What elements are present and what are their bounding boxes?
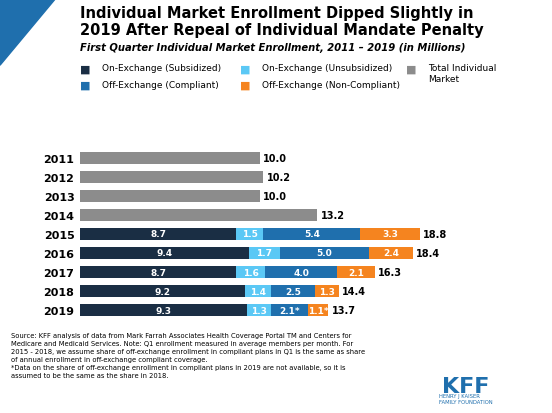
Bar — [80, 229, 236, 240]
Text: 1.5: 1.5 — [242, 230, 258, 239]
Text: 10.0: 10.0 — [263, 191, 288, 202]
Text: 5.0: 5.0 — [317, 249, 332, 258]
Text: ■: ■ — [240, 64, 251, 74]
Text: 1.7: 1.7 — [256, 249, 272, 258]
Text: KFF: KFF — [442, 376, 489, 396]
Text: Source: KFF analysis of data from Mark Farrah Associates Health Coverage Portal : Source: KFF analysis of data from Mark F… — [11, 332, 365, 378]
Bar — [247, 305, 270, 316]
Text: 16.3: 16.3 — [378, 267, 402, 278]
Bar — [265, 267, 337, 278]
Bar — [360, 229, 420, 240]
Text: 9.4: 9.4 — [156, 249, 173, 258]
Text: Total Individual
Market: Total Individual Market — [428, 64, 496, 83]
Bar — [316, 286, 339, 297]
Bar — [279, 248, 369, 259]
Text: 1.4: 1.4 — [250, 287, 266, 296]
Bar — [80, 153, 260, 164]
Text: ■: ■ — [406, 64, 416, 74]
Text: Off-Exchange (Compliant): Off-Exchange (Compliant) — [102, 81, 219, 90]
Text: 2019 After Repeal of Individual Mandate Penalty: 2019 After Repeal of Individual Mandate … — [80, 23, 484, 38]
Text: 3.3: 3.3 — [382, 230, 398, 239]
Text: Off-Exchange (Non-Compliant): Off-Exchange (Non-Compliant) — [262, 81, 400, 90]
Text: 13.2: 13.2 — [321, 210, 345, 221]
Text: ■: ■ — [80, 81, 91, 90]
Text: 1.3: 1.3 — [319, 287, 335, 296]
Text: 2.5: 2.5 — [285, 287, 301, 296]
Bar — [80, 248, 249, 259]
Text: 4.0: 4.0 — [293, 268, 309, 277]
Bar — [80, 210, 317, 221]
Bar — [80, 191, 260, 202]
Text: 10.0: 10.0 — [263, 153, 288, 164]
Text: 8.7: 8.7 — [150, 230, 166, 239]
Text: First Quarter Individual Market Enrollment, 2011 – 2019 (in Millions): First Quarter Individual Market Enrollme… — [80, 43, 465, 53]
Text: Individual Market Enrollment Dipped Slightly in: Individual Market Enrollment Dipped Slig… — [80, 6, 474, 21]
Bar — [236, 267, 265, 278]
Bar — [80, 267, 236, 278]
Bar — [270, 286, 316, 297]
Bar — [80, 305, 247, 316]
Text: On-Exchange (Unsubsidized): On-Exchange (Unsubsidized) — [262, 64, 392, 73]
Text: 1.1*: 1.1* — [308, 306, 328, 315]
Bar — [369, 248, 412, 259]
Bar — [236, 229, 263, 240]
Text: ■: ■ — [80, 64, 91, 74]
Text: 8.7: 8.7 — [150, 268, 166, 277]
Text: 2.1: 2.1 — [348, 268, 364, 277]
Text: 2.1*: 2.1* — [279, 306, 300, 315]
Bar — [270, 305, 308, 316]
Bar — [246, 286, 270, 297]
Bar — [337, 267, 375, 278]
Bar — [249, 248, 279, 259]
Text: 5.4: 5.4 — [304, 230, 320, 239]
Text: 10.2: 10.2 — [267, 172, 291, 183]
Text: 1.6: 1.6 — [243, 268, 259, 277]
Text: 13.7: 13.7 — [332, 305, 355, 316]
Text: 14.4: 14.4 — [342, 286, 367, 297]
Text: 18.4: 18.4 — [416, 248, 440, 259]
Text: 18.8: 18.8 — [423, 229, 448, 240]
Text: On-Exchange (Subsidized): On-Exchange (Subsidized) — [102, 64, 221, 73]
Text: HENRY J KAISER
FAMILY FOUNDATION: HENRY J KAISER FAMILY FOUNDATION — [439, 393, 492, 404]
Bar — [263, 229, 360, 240]
Text: ■: ■ — [240, 81, 251, 90]
Bar — [308, 305, 328, 316]
Bar — [80, 286, 246, 297]
Text: 2.4: 2.4 — [383, 249, 399, 258]
Text: 9.3: 9.3 — [156, 306, 172, 315]
Text: 1.3: 1.3 — [251, 306, 267, 315]
Text: 9.2: 9.2 — [155, 287, 171, 296]
Bar — [80, 172, 263, 183]
